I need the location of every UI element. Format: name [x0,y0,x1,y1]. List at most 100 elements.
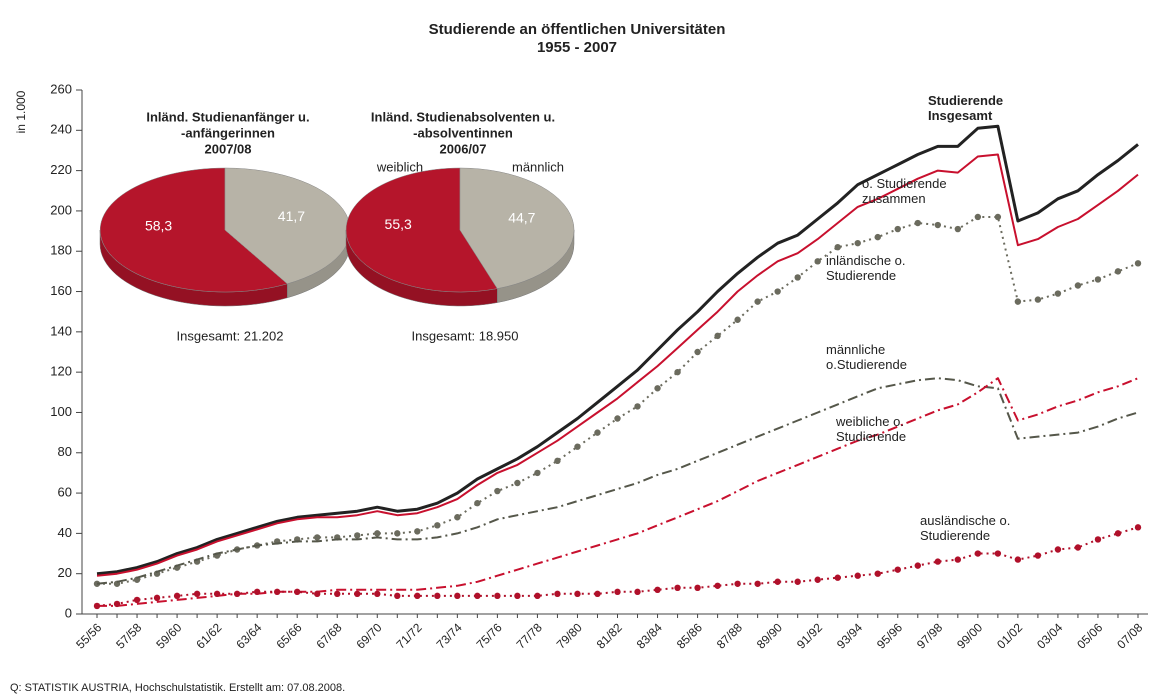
x-tick-label: 81/82 [594,620,625,651]
series-point [494,487,501,495]
x-tick-label: 77/78 [514,620,545,651]
series-point [974,213,982,221]
pie-total: Insgesamt: 21.202 [177,328,284,343]
series-point [1034,552,1042,559]
series-label: Studierende Insgesamt [928,93,1004,123]
series-point [814,576,821,583]
series-point [93,602,101,610]
series-point [233,590,241,598]
series-point [474,499,481,507]
series-point [1094,536,1102,543]
x-tick-label: 79/80 [554,620,585,651]
x-tick-label: 85/86 [674,620,705,651]
x-tick-label: 97/98 [914,620,945,651]
y-tick-label: 240 [50,122,72,137]
series-point [1014,556,1022,563]
series-point [674,368,681,376]
series-point [734,316,741,323]
pie-value-label: 58,3 [145,217,172,233]
pie-category-label: männlich [512,159,564,174]
chart-subtitle: 1955 - 2007 [537,39,617,56]
series-point [914,219,921,227]
series-point [534,592,541,600]
series-point [854,239,861,247]
series-point [574,443,581,450]
series-point [594,590,601,598]
series-point [193,590,201,598]
series-line [96,153,1139,577]
series-point [514,592,521,600]
series-point [694,348,701,356]
series-point [994,550,1002,557]
series-point [994,213,1002,221]
y-tick-label: 260 [50,81,72,96]
pie-title: Inländ. Studienabsolventen u. [371,109,555,124]
pie-title: Inländ. Studienanfänger u. [146,109,309,124]
x-tick-label: 65/66 [273,620,304,651]
series-point [614,588,621,596]
x-tick-label: 01/02 [994,620,1025,651]
series-point [634,403,641,410]
series-point [894,566,901,573]
series-line [96,526,1139,607]
series-point [554,457,561,465]
series-point [113,600,121,608]
series-point [794,274,801,281]
y-tick-label: 80 [58,444,72,459]
series-point [954,225,962,233]
y-tick-label: 20 [58,565,72,580]
series-point [1114,268,1122,275]
series-label: o. Studierende zusammen [862,176,947,206]
x-tick-label: 93/94 [834,620,865,651]
series-point [574,590,581,598]
series-point [1034,296,1042,303]
series-point [814,258,821,265]
series-point [474,592,481,600]
series-point [554,590,561,598]
x-tick-label: 69/70 [353,620,384,651]
series-point [253,588,261,596]
pie-title: 2007/08 [205,141,252,156]
series-point [394,530,401,537]
series-point [414,528,421,535]
y-tick-label: 40 [58,525,72,540]
pie-value-label: 55,3 [385,216,412,232]
series-label: männliche o.Studierende [826,342,907,372]
series-point [714,332,721,340]
series-point [1054,290,1062,297]
series-point [1134,260,1142,267]
series-point [314,534,321,541]
series-line [97,377,1139,607]
series-point [734,580,741,587]
series-point [1014,298,1022,305]
series-point [754,298,761,305]
y-tick-label: 200 [50,202,72,217]
pie-slice [459,167,575,289]
series-point [494,592,501,600]
source-note: Q: STATISTIK AUSTRIA, Hochschulstatistik… [10,682,345,694]
series-point [314,590,321,598]
series-point [874,233,881,241]
x-tick-label: 63/64 [233,620,264,651]
pie-category-label: weiblich [376,159,423,174]
x-tick-label: 05/06 [1074,620,1105,651]
series-point [634,588,641,596]
series-point [794,578,801,585]
series-point [454,592,461,600]
chart-title: Studierende an öffentlichen Universitäte… [429,21,726,38]
x-tick-label: 83/84 [634,620,665,651]
series-point [273,588,281,596]
series-point [1134,524,1142,531]
series-point [874,570,881,577]
pie-value-label: 41,7 [278,208,305,224]
x-tick-label: 57/58 [113,620,144,651]
series-point [854,572,861,579]
series-point [1074,282,1082,289]
series-point [354,590,361,598]
series-point [374,530,381,537]
pie-slice [224,167,351,285]
series-point [754,580,761,587]
series-point [694,584,701,591]
y-tick-label: 160 [50,283,72,298]
